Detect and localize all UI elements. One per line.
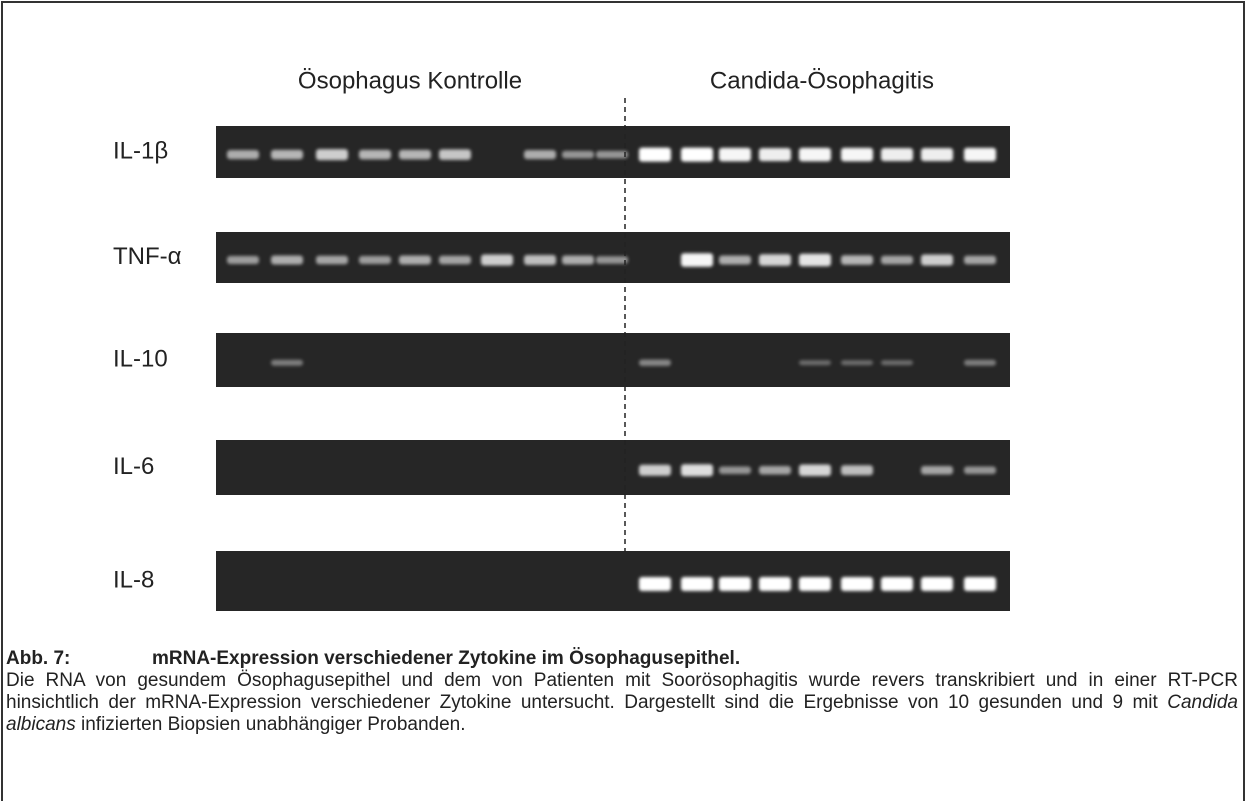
band: [921, 577, 953, 591]
band: [719, 577, 751, 591]
band: [964, 360, 996, 366]
band: [399, 256, 431, 265]
band: [399, 150, 431, 160]
band: [639, 359, 671, 366]
band: [841, 465, 873, 475]
caption: Abb. 7:mRNA-Expression verschiedener Zyt…: [6, 648, 1238, 736]
band: [759, 148, 791, 161]
band: [524, 255, 556, 265]
band: [881, 148, 913, 161]
band: [964, 148, 996, 162]
band: [881, 360, 913, 365]
band: [524, 150, 556, 159]
band: [681, 253, 713, 266]
band: [759, 466, 791, 475]
band: [227, 150, 259, 159]
band: [719, 256, 751, 265]
band: [799, 360, 831, 365]
band: [799, 254, 831, 266]
caption-text: Die RNA von gesundem Ösophagusepithel un…: [6, 670, 1238, 713]
band: [439, 256, 471, 264]
band: [271, 360, 303, 366]
band: [964, 467, 996, 475]
band: [841, 255, 873, 264]
group-label: Ösophagus Kontrolle: [298, 67, 522, 94]
caption-title: mRNA-Expression verschiedener Zytokine i…: [152, 648, 740, 669]
band: [481, 255, 513, 266]
band: [964, 577, 996, 591]
band: [921, 255, 953, 266]
band: [881, 256, 913, 264]
band: [719, 148, 751, 162]
band: [316, 149, 348, 160]
gel-strip: [216, 333, 1010, 387]
band: [681, 577, 713, 591]
band: [227, 256, 259, 264]
band: [359, 256, 391, 264]
row-label: IL-6: [113, 453, 154, 480]
band: [841, 577, 873, 591]
band: [759, 577, 791, 591]
band: [759, 254, 791, 265]
band: [271, 256, 303, 265]
band: [562, 151, 594, 159]
band: [881, 577, 913, 591]
group-label: Candida-Ösophagitis: [710, 67, 934, 94]
band: [921, 466, 953, 475]
row-label: IL-1β: [113, 137, 168, 164]
band: [799, 465, 831, 477]
band: [964, 256, 996, 264]
band: [681, 148, 713, 162]
band: [921, 148, 953, 161]
band: [639, 465, 671, 476]
band: [841, 148, 873, 162]
band: [562, 256, 594, 265]
band: [639, 148, 671, 162]
band: [639, 577, 671, 591]
caption-label: Abb. 7:: [6, 648, 152, 670]
band: [316, 256, 348, 264]
band: [596, 256, 628, 264]
gel-figure: Ösophagus Kontrolle Candida-Ösophagitis …: [0, 0, 1248, 640]
band: [841, 360, 873, 365]
row-label: TNF-α: [113, 243, 182, 270]
caption-text: infizierten Biopsien unabhängiger Proban…: [76, 714, 466, 735]
band: [439, 149, 471, 160]
gel-strip: [216, 440, 1010, 495]
row-label: IL-10: [113, 345, 168, 372]
band: [271, 150, 303, 160]
band: [799, 148, 831, 162]
band: [681, 464, 713, 476]
band: [359, 150, 391, 160]
band: [719, 467, 751, 475]
band: [596, 151, 628, 159]
row-label: IL-8: [113, 566, 154, 593]
band: [799, 577, 831, 591]
